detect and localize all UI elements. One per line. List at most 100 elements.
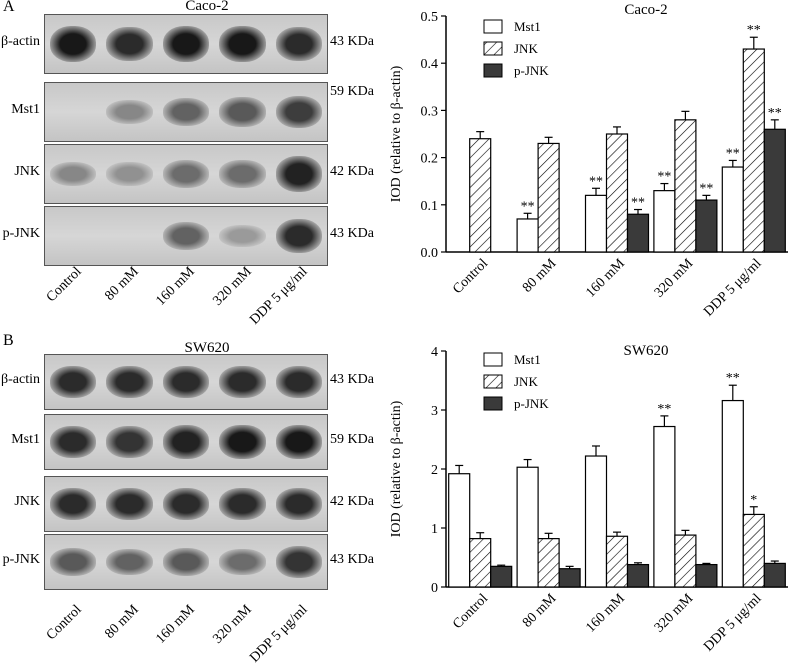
- blot-label: p-JNK: [2, 552, 40, 567]
- lane-label: DDP 5 μg/ml: [247, 264, 311, 328]
- bar-jnk: [674, 534, 697, 588]
- significance-label: *: [750, 493, 757, 508]
- bar-jnk: [537, 142, 560, 253]
- blot-kda-label: 43 KDa: [330, 34, 374, 49]
- blot-band: [50, 161, 97, 187]
- legend-label: JNK: [514, 41, 538, 56]
- blot-kda-label: 59 KDa: [330, 84, 374, 99]
- blot-band: [219, 549, 266, 575]
- lane-label: 320 mM: [209, 264, 255, 309]
- blot-band: [106, 162, 153, 186]
- blot-label: Mst1: [11, 432, 40, 447]
- blot-membrane: [44, 206, 328, 266]
- x-tick-label: 80 mM: [520, 256, 560, 296]
- y-tick-label: 0.1: [421, 199, 439, 214]
- blot-band: [50, 425, 97, 459]
- x-tick-label: 320 mM: [652, 591, 697, 636]
- blot-band: [275, 26, 322, 62]
- blot-band: [275, 365, 322, 399]
- blot-membrane: [44, 414, 328, 470]
- legend-label: Mst1: [514, 19, 541, 34]
- blot-label: Mst1: [11, 102, 40, 117]
- bar-jnk: [742, 48, 765, 253]
- legend-label: p-JNK: [514, 396, 549, 411]
- significance-label: **: [657, 170, 671, 185]
- bar-jnk: [469, 138, 492, 253]
- bar-p-jnk: [626, 213, 650, 253]
- lane-label: 160 mM: [153, 264, 198, 309]
- panel-letter-b: B: [3, 332, 14, 349]
- blot-band: [162, 425, 210, 459]
- x-tick-label: 160 mM: [583, 591, 628, 636]
- blot-band: [162, 221, 210, 251]
- blot-title-b: SW620: [184, 340, 230, 356]
- blot-band: [50, 487, 97, 521]
- legend-swatch: [483, 41, 503, 56]
- blot-kda-label: 42 KDa: [330, 494, 374, 509]
- blot-band: [162, 487, 210, 521]
- blot-band: [106, 426, 153, 458]
- blot-band: [275, 156, 322, 192]
- blot-kda-label: 43 KDa: [330, 552, 374, 567]
- legend-label: JNK: [514, 374, 538, 389]
- significance-label: **: [726, 371, 740, 386]
- blot-band: [162, 97, 210, 127]
- bar-mst1: [721, 166, 744, 253]
- blot-membrane: [44, 534, 328, 590]
- blot-band: [106, 99, 153, 125]
- significance-label: **: [657, 402, 671, 417]
- blot-band: [275, 487, 322, 521]
- blot-label: JNK: [14, 164, 40, 179]
- bar-jnk: [469, 538, 492, 588]
- blot-band: [50, 365, 97, 399]
- blot-kda-label: 59 KDa: [330, 432, 374, 447]
- bar-mst1: [584, 455, 608, 588]
- blot-band: [219, 365, 266, 399]
- bar-mst1: [653, 190, 676, 253]
- legend-label: p-JNK: [514, 63, 549, 78]
- x-tick-label: Control: [450, 591, 491, 632]
- bar-p-jnk: [558, 568, 581, 588]
- bar-p-jnk: [763, 562, 786, 588]
- blot-membrane: [44, 82, 328, 142]
- y-axis-label: IOD (relative to β-actin): [389, 65, 404, 202]
- blot-label: JNK: [14, 494, 40, 509]
- significance-label: **: [631, 196, 645, 211]
- bar-mst1: [516, 218, 539, 253]
- blot-membrane: [44, 476, 328, 532]
- y-tick-label: 1: [431, 522, 438, 537]
- bar-p-jnk: [695, 199, 718, 253]
- blot-membrane: [44, 14, 328, 74]
- bar-mst1: [584, 194, 608, 253]
- x-tick-label: 80 mM: [520, 591, 560, 631]
- bar-mst1: [721, 399, 744, 588]
- legend-label: Mst1: [514, 352, 541, 367]
- legend-swatch: [483, 374, 503, 389]
- blot-band: [106, 26, 153, 62]
- blot-membrane: [44, 354, 328, 410]
- blot-band: [50, 25, 97, 63]
- blot-band: [219, 424, 266, 460]
- x-tick-label: DDP 5 μg/ml: [701, 591, 764, 654]
- legend-swatch: [483, 352, 503, 367]
- chart-caco2: Caco-2 IOD (relative to β-actin) 0.0 0.1 0.2…: [389, 2, 788, 320]
- chart-sw620: SW620 IOD (relative to β-actin) 0 1 2 3 4 Contr…: [389, 343, 788, 655]
- bar-p-jnk: [490, 565, 513, 588]
- bar-p-jnk: [695, 563, 718, 588]
- bar-jnk: [674, 119, 697, 253]
- blot-band: [275, 218, 322, 254]
- lane-label: 80 mM: [102, 602, 142, 642]
- bar-jnk: [742, 513, 765, 588]
- blot-band: [275, 95, 322, 129]
- lane-label: 320 mM: [209, 602, 255, 647]
- y-tick-label: 0.3: [421, 104, 439, 119]
- blot-band: [162, 25, 210, 63]
- blot-kda-label: 43 KDa: [330, 372, 374, 387]
- blot-membrane: [44, 144, 328, 204]
- blot-band: [106, 365, 153, 399]
- x-tick-label: DDP 5 μg/ml: [701, 256, 764, 319]
- y-tick-label: 0.5: [421, 10, 439, 25]
- x-tick-label: Control: [450, 256, 491, 297]
- blot-band: [162, 160, 210, 188]
- blot-band: [275, 546, 322, 578]
